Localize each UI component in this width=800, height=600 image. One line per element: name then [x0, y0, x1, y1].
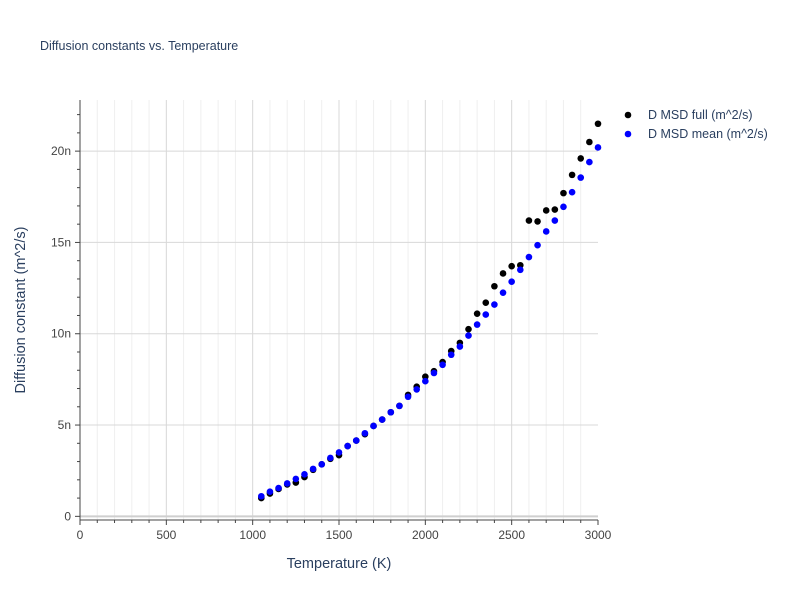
x-tick-label: 2000 [412, 528, 439, 542]
y-axis-title: Diffusion constant (m^2/s) [13, 227, 29, 394]
data-point [577, 155, 585, 162]
grid [80, 100, 598, 520]
data-point [327, 454, 334, 462]
legend[interactable]: D MSD full (m^2/s) D MSD mean (m^2/s) [624, 108, 768, 141]
data-point [413, 386, 421, 393]
x-tick-label: 1500 [326, 528, 353, 542]
data-point [422, 373, 429, 380]
data-point [542, 228, 550, 235]
data-point [568, 171, 576, 179]
data-point [352, 437, 360, 444]
data-point [525, 217, 533, 224]
data-point [594, 144, 602, 151]
data-point [482, 299, 490, 306]
data-point [508, 278, 515, 285]
series-1 [258, 120, 602, 502]
data-point [318, 461, 326, 468]
legend-item[interactable]: D MSD mean (m^2/s) [624, 127, 768, 141]
x-tick-label: 1000 [239, 528, 266, 542]
x-tick-label: 500 [156, 528, 176, 542]
data-point [560, 189, 567, 197]
data-point [258, 492, 265, 500]
data-point [551, 217, 559, 224]
legend-item[interactable]: D MSD full (m^2/s) [624, 108, 753, 122]
data-point [473, 310, 481, 317]
y-tick-label: 0 [64, 509, 71, 523]
data-point [404, 393, 412, 401]
chart-title: Diffusion constants vs. Temperature [40, 39, 238, 53]
data-point [301, 471, 308, 478]
data-point [499, 270, 507, 277]
data-point [577, 174, 585, 181]
data-point [275, 484, 282, 492]
data-point [586, 158, 593, 166]
series-2 [258, 144, 602, 500]
y-tick-label: 5n [58, 418, 71, 432]
data-point [568, 188, 576, 196]
data-point [517, 261, 524, 269]
data-point [447, 351, 455, 359]
x-tick-label: 3000 [585, 528, 612, 542]
data-point [456, 343, 464, 350]
data-point [560, 203, 567, 211]
data-point [465, 325, 472, 333]
data-point [525, 253, 533, 261]
x-tick-label: 2500 [498, 528, 525, 542]
data-point [335, 449, 343, 456]
data-point [387, 408, 395, 416]
data-point [482, 311, 490, 318]
legend-marker [624, 111, 632, 119]
data-point [283, 480, 291, 487]
data-point [534, 241, 541, 249]
data-point [473, 321, 481, 328]
x-axis-title: Temperature (K) [287, 556, 392, 572]
data-point [439, 361, 446, 369]
y-tick-label: 10n [51, 327, 71, 341]
data-point [309, 465, 317, 473]
data-point [551, 206, 559, 213]
data-point [266, 488, 274, 495]
data-point [594, 120, 602, 128]
data-point [491, 301, 498, 308]
data-point [586, 138, 593, 146]
data-point [491, 282, 498, 290]
y-tick-label: 20n [51, 144, 71, 158]
data-point [370, 422, 377, 430]
data-point [378, 416, 386, 423]
legend-label: D MSD mean (m^2/s) [648, 127, 768, 141]
data-point [465, 332, 472, 339]
data-point [542, 207, 550, 214]
data-point [422, 377, 429, 385]
data-point [292, 475, 300, 483]
y-tick-label: 15n [51, 235, 71, 249]
data-point [508, 262, 515, 270]
data-point [430, 369, 438, 377]
data-point [499, 289, 507, 296]
data-point [344, 442, 351, 450]
data-point [534, 218, 541, 225]
legend-label: D MSD full (m^2/s) [648, 108, 752, 122]
axes: 0 500 1000 1500 2000 2500 3000 0 5n 10n 15n 20n [51, 100, 612, 542]
data-point [396, 402, 403, 410]
x-tick-label: 0 [77, 528, 84, 542]
legend-marker [624, 130, 632, 138]
data-point [517, 266, 524, 274]
data-point [361, 429, 369, 437]
data-points [258, 120, 602, 502]
